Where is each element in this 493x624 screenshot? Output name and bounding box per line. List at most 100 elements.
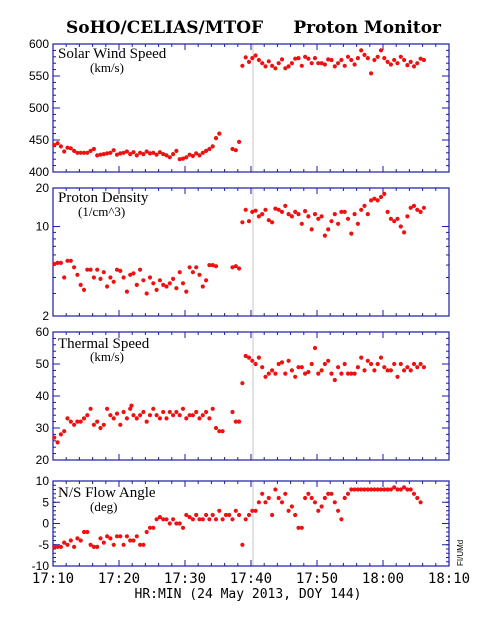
data-point [128, 538, 133, 543]
data-point [326, 227, 331, 232]
data-point [296, 212, 301, 217]
data-point [395, 487, 400, 492]
data-point [81, 529, 87, 535]
header-left-title: SoHO/CELIAS/MTOF [66, 18, 263, 38]
data-point [372, 196, 377, 201]
data-point [240, 542, 245, 547]
data-point [250, 358, 255, 363]
data-point [105, 151, 110, 156]
data-point [227, 512, 232, 518]
y-tick-label: 40 [36, 389, 50, 403]
data-point [316, 216, 321, 221]
data-point [415, 61, 420, 66]
data-point [283, 371, 288, 376]
data-point [246, 355, 252, 360]
data-point [336, 61, 341, 66]
data-point [299, 221, 304, 226]
data-point [233, 148, 238, 153]
y-tick-label: 2 [42, 309, 49, 323]
data-point [58, 144, 64, 149]
data-point [101, 422, 106, 427]
data-point [81, 287, 87, 292]
data-point [332, 212, 337, 217]
data-point [375, 361, 380, 367]
data-point [111, 416, 116, 421]
data-point [322, 361, 327, 367]
panel-0: 400 450 500 550 600 Solar Wind Speed(km/s) [29, 37, 450, 179]
data-point [111, 148, 116, 153]
data-point [279, 209, 285, 214]
data-point [359, 355, 364, 360]
data-point [167, 521, 172, 526]
data-point [180, 406, 186, 411]
x-tick-label: 18:00 [362, 571, 404, 587]
data-point [164, 153, 169, 158]
data-point [342, 63, 347, 68]
data-point [108, 536, 113, 541]
data-point [246, 219, 252, 224]
data-point [299, 365, 304, 370]
data-point [375, 198, 380, 203]
y-tick-label: 550 [29, 69, 49, 83]
data-point [372, 57, 377, 63]
data-point [345, 491, 351, 496]
data-point [362, 52, 367, 58]
data-point [141, 152, 146, 157]
data-point [151, 281, 156, 286]
data-point [141, 409, 146, 415]
data-point [62, 275, 67, 280]
data-point [270, 368, 275, 373]
data-point [418, 361, 423, 367]
data-point [355, 221, 360, 226]
x-axis-label: HR:MIN (24 May 2013, DOY 144) [135, 587, 362, 602]
data-point [230, 146, 235, 152]
data-point [55, 544, 60, 550]
data-point [286, 358, 291, 363]
data-point [161, 282, 166, 287]
data-point [114, 411, 120, 416]
x-tick-label: 17:30 [164, 571, 206, 587]
data-point [204, 512, 209, 518]
data-point [266, 218, 271, 223]
data-point [65, 145, 70, 150]
data-point [91, 275, 96, 280]
data-point [243, 55, 248, 60]
data-point [85, 529, 90, 535]
data-point [296, 56, 301, 61]
data-point [233, 508, 238, 513]
data-point [75, 150, 80, 155]
data-point [207, 263, 212, 268]
data-point [147, 413, 153, 418]
data-point [75, 419, 80, 424]
data-point [398, 361, 403, 367]
y-tick-label: 20 [36, 453, 50, 467]
data-point [147, 525, 153, 530]
y-tick-label: 20 [36, 181, 50, 195]
data-point [98, 276, 103, 281]
data-point [382, 191, 387, 196]
data-point [118, 534, 123, 539]
data-point [418, 209, 423, 214]
data-point [230, 409, 235, 415]
data-point [151, 525, 156, 530]
data-point [161, 152, 166, 157]
panel-title: Solar Wind Speed [58, 46, 167, 62]
data-point [194, 151, 199, 156]
data-point [243, 207, 248, 212]
data-point [246, 512, 252, 518]
data-point [352, 371, 357, 376]
data-point [62, 540, 67, 545]
data-point [395, 374, 400, 379]
data-point [332, 500, 337, 505]
data-point [105, 284, 110, 289]
data-point [421, 57, 426, 63]
data-point [210, 512, 215, 518]
data-point [134, 534, 139, 539]
data-point [200, 413, 205, 418]
data-point [144, 291, 149, 296]
data-point [322, 62, 327, 67]
data-point [154, 517, 159, 522]
data-point [411, 491, 417, 496]
